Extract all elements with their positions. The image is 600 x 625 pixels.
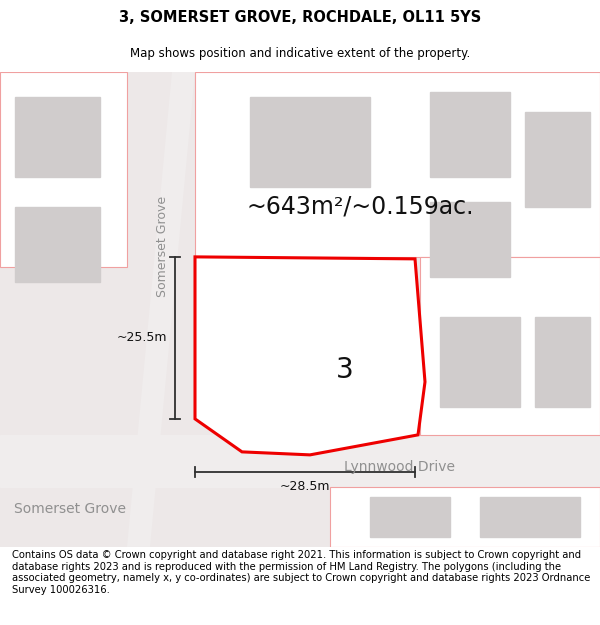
Bar [370, 497, 450, 537]
Text: 3, SOMERSET GROVE, ROCHDALE, OL11 5YS: 3, SOMERSET GROVE, ROCHDALE, OL11 5YS [119, 11, 481, 26]
Bar [430, 202, 510, 277]
Text: Map shows position and indicative extent of the property.: Map shows position and indicative extent… [130, 48, 470, 61]
Bar [250, 97, 370, 187]
Polygon shape [127, 72, 195, 547]
Bar [535, 317, 590, 407]
Text: Lynnwood Drive: Lynnwood Drive [344, 460, 455, 474]
Bar [0, 435, 600, 487]
Text: ~643m²/~0.159ac.: ~643m²/~0.159ac. [246, 195, 474, 219]
Bar [430, 92, 510, 177]
Bar [15, 97, 100, 177]
Bar [250, 287, 370, 392]
Bar [15, 207, 100, 282]
Polygon shape [330, 487, 600, 547]
Bar [525, 112, 590, 207]
Text: ~28.5m: ~28.5m [280, 480, 330, 493]
Text: Somerset Grove: Somerset Grove [157, 196, 170, 298]
Polygon shape [0, 72, 127, 267]
Polygon shape [420, 257, 600, 435]
Bar [480, 497, 580, 537]
Polygon shape [195, 72, 600, 257]
Text: ~25.5m: ~25.5m [116, 331, 167, 344]
Text: 3: 3 [335, 356, 353, 384]
Bar [440, 317, 520, 407]
Text: Contains OS data © Crown copyright and database right 2021. This information is : Contains OS data © Crown copyright and d… [12, 550, 590, 595]
Polygon shape [195, 257, 425, 455]
Text: Somerset Grove: Somerset Grove [14, 502, 126, 516]
